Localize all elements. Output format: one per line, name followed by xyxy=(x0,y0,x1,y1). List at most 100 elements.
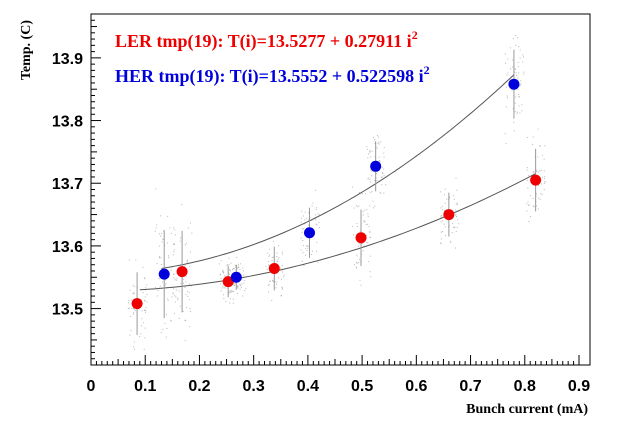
noise-dot xyxy=(357,262,359,264)
noise-dot xyxy=(367,178,369,180)
noise-dot xyxy=(302,240,304,242)
noise-dot xyxy=(229,270,231,272)
noise-dot xyxy=(173,227,175,229)
y-axis: 13.5 13.6 13.7 13.8 13.9 xyxy=(52,13,101,366)
noise-dot xyxy=(160,235,162,237)
noise-dot xyxy=(369,230,371,232)
noise-dot xyxy=(544,181,546,183)
noise-dot xyxy=(271,260,273,262)
noise-dot xyxy=(164,322,166,324)
noise-dot xyxy=(360,284,362,286)
noise-dot xyxy=(269,248,271,250)
noise-dot xyxy=(267,252,269,254)
noise-dot xyxy=(366,209,368,211)
noise-dot xyxy=(374,180,376,182)
noise-dot xyxy=(129,289,131,291)
noise-dot xyxy=(357,206,359,208)
noise-dot xyxy=(223,294,225,296)
noise-dot xyxy=(304,223,306,225)
noise-dot xyxy=(514,68,516,70)
noise-dot xyxy=(365,234,367,236)
data-point-her xyxy=(230,271,242,283)
x-tick-label: 0.8 xyxy=(514,378,536,395)
noise-dot xyxy=(543,158,545,160)
noise-dot xyxy=(317,213,319,215)
noise-dot xyxy=(317,262,319,264)
noise-dot xyxy=(184,265,186,267)
noise-dot xyxy=(156,295,158,297)
noise-dot xyxy=(444,210,446,212)
background-noise xyxy=(127,34,546,350)
noise-dot xyxy=(179,305,181,307)
noise-dot xyxy=(141,318,143,320)
noise-dot xyxy=(241,279,243,281)
noise-dot xyxy=(314,218,316,220)
noise-dot xyxy=(506,74,508,76)
noise-dot xyxy=(541,154,543,156)
noise-dot xyxy=(221,287,223,289)
noise-dot xyxy=(445,235,447,237)
noise-dot xyxy=(522,61,524,63)
noise-dot xyxy=(456,189,458,191)
noise-dot xyxy=(513,38,515,40)
noise-dot xyxy=(237,287,239,289)
noise-dot xyxy=(539,145,541,147)
noise-dot xyxy=(526,210,528,212)
data-point-ler xyxy=(268,262,280,274)
noise-dot xyxy=(518,105,520,107)
noise-dot xyxy=(184,339,186,341)
noise-dot xyxy=(544,176,546,178)
noise-dot xyxy=(145,287,147,289)
data-point-ler xyxy=(443,209,455,221)
noise-dot xyxy=(182,278,184,280)
noise-dot xyxy=(174,295,176,297)
noise-dot xyxy=(440,238,442,240)
noise-dot xyxy=(277,277,279,279)
noise-dot xyxy=(355,261,357,263)
noise-dot xyxy=(170,319,172,321)
noise-dot xyxy=(504,133,506,135)
noise-dot xyxy=(230,290,232,292)
noise-dot xyxy=(370,150,372,152)
data-point-ler xyxy=(176,266,188,278)
noise-dot xyxy=(172,293,174,295)
noise-dot xyxy=(144,278,146,280)
noise-dot xyxy=(504,53,506,55)
noise-dot xyxy=(240,286,242,288)
noise-dot xyxy=(515,96,517,98)
noise-dot xyxy=(522,54,524,56)
noise-dot xyxy=(146,301,148,303)
noise-dot xyxy=(278,245,280,247)
noise-dot xyxy=(219,273,221,275)
noise-dot xyxy=(518,46,520,48)
noise-dot xyxy=(302,245,304,247)
noise-dot xyxy=(269,280,271,282)
noise-dot xyxy=(239,269,241,271)
noise-dot xyxy=(455,209,457,211)
noise-dot xyxy=(362,211,364,213)
noise-dot xyxy=(366,241,368,243)
noise-dot xyxy=(520,83,522,85)
noise-dot xyxy=(367,215,369,217)
noise-dot xyxy=(535,193,537,195)
noise-dot xyxy=(182,310,184,312)
noise-dot xyxy=(380,176,382,178)
noise-dot xyxy=(515,72,517,74)
noise-dot xyxy=(367,242,369,244)
noise-dot xyxy=(268,260,270,262)
noise-dot xyxy=(519,112,521,114)
noise-dot xyxy=(544,145,546,147)
noise-dot xyxy=(160,332,162,334)
noise-dot xyxy=(238,267,240,269)
x-tick-label: 0.6 xyxy=(405,378,427,395)
noise-dot xyxy=(159,256,161,258)
noise-dot xyxy=(144,337,146,339)
noise-dot xyxy=(371,175,373,177)
noise-dot xyxy=(306,249,308,251)
noise-dot xyxy=(189,222,191,224)
noise-dot xyxy=(170,269,172,271)
x-tick-label: 0.5 xyxy=(351,378,373,395)
noise-dot xyxy=(306,217,308,219)
y-tick-label: 13.6 xyxy=(52,239,83,256)
noise-dot xyxy=(509,47,511,49)
